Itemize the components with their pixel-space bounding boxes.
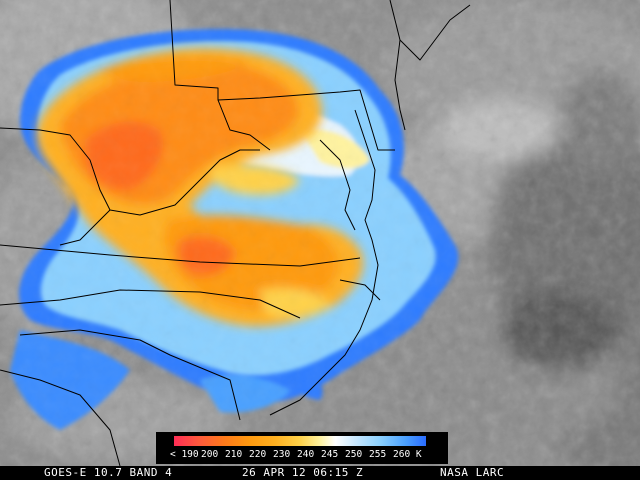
colorbar-label: 255 xyxy=(369,449,387,460)
colorbar-label: 240 xyxy=(297,449,315,460)
colorbar-label: 250 xyxy=(345,449,363,460)
colorbar-gradient xyxy=(174,436,426,446)
colorbar-label: < 190 xyxy=(170,449,199,460)
credit-label: NASA LARC xyxy=(440,466,505,479)
colorbar-label: 220 xyxy=(249,449,267,460)
colorbar-label: 210 xyxy=(225,449,243,460)
colorbar-label: 230 xyxy=(273,449,291,460)
colorbar-labels: < 190 200 210 220 230 240 245 250 255 26… xyxy=(170,449,448,463)
colorbar-label: 260 K xyxy=(393,449,422,460)
satellite-band-label: GOES-E 10.7 BAND 4 xyxy=(44,466,173,479)
colorbar-label: 200 xyxy=(201,449,219,460)
map-outlines xyxy=(0,0,471,466)
temperature-colorbar: < 190 200 210 220 230 240 245 250 255 26… xyxy=(156,432,448,464)
info-footer: GOES-E 10.7 BAND 4 26 APR 12 06:15 Z NAS… xyxy=(0,466,640,480)
satellite-image xyxy=(0,0,640,466)
timestamp-label: 26 APR 12 06:15 Z xyxy=(242,466,364,479)
colorbar-label: 245 xyxy=(321,449,339,460)
